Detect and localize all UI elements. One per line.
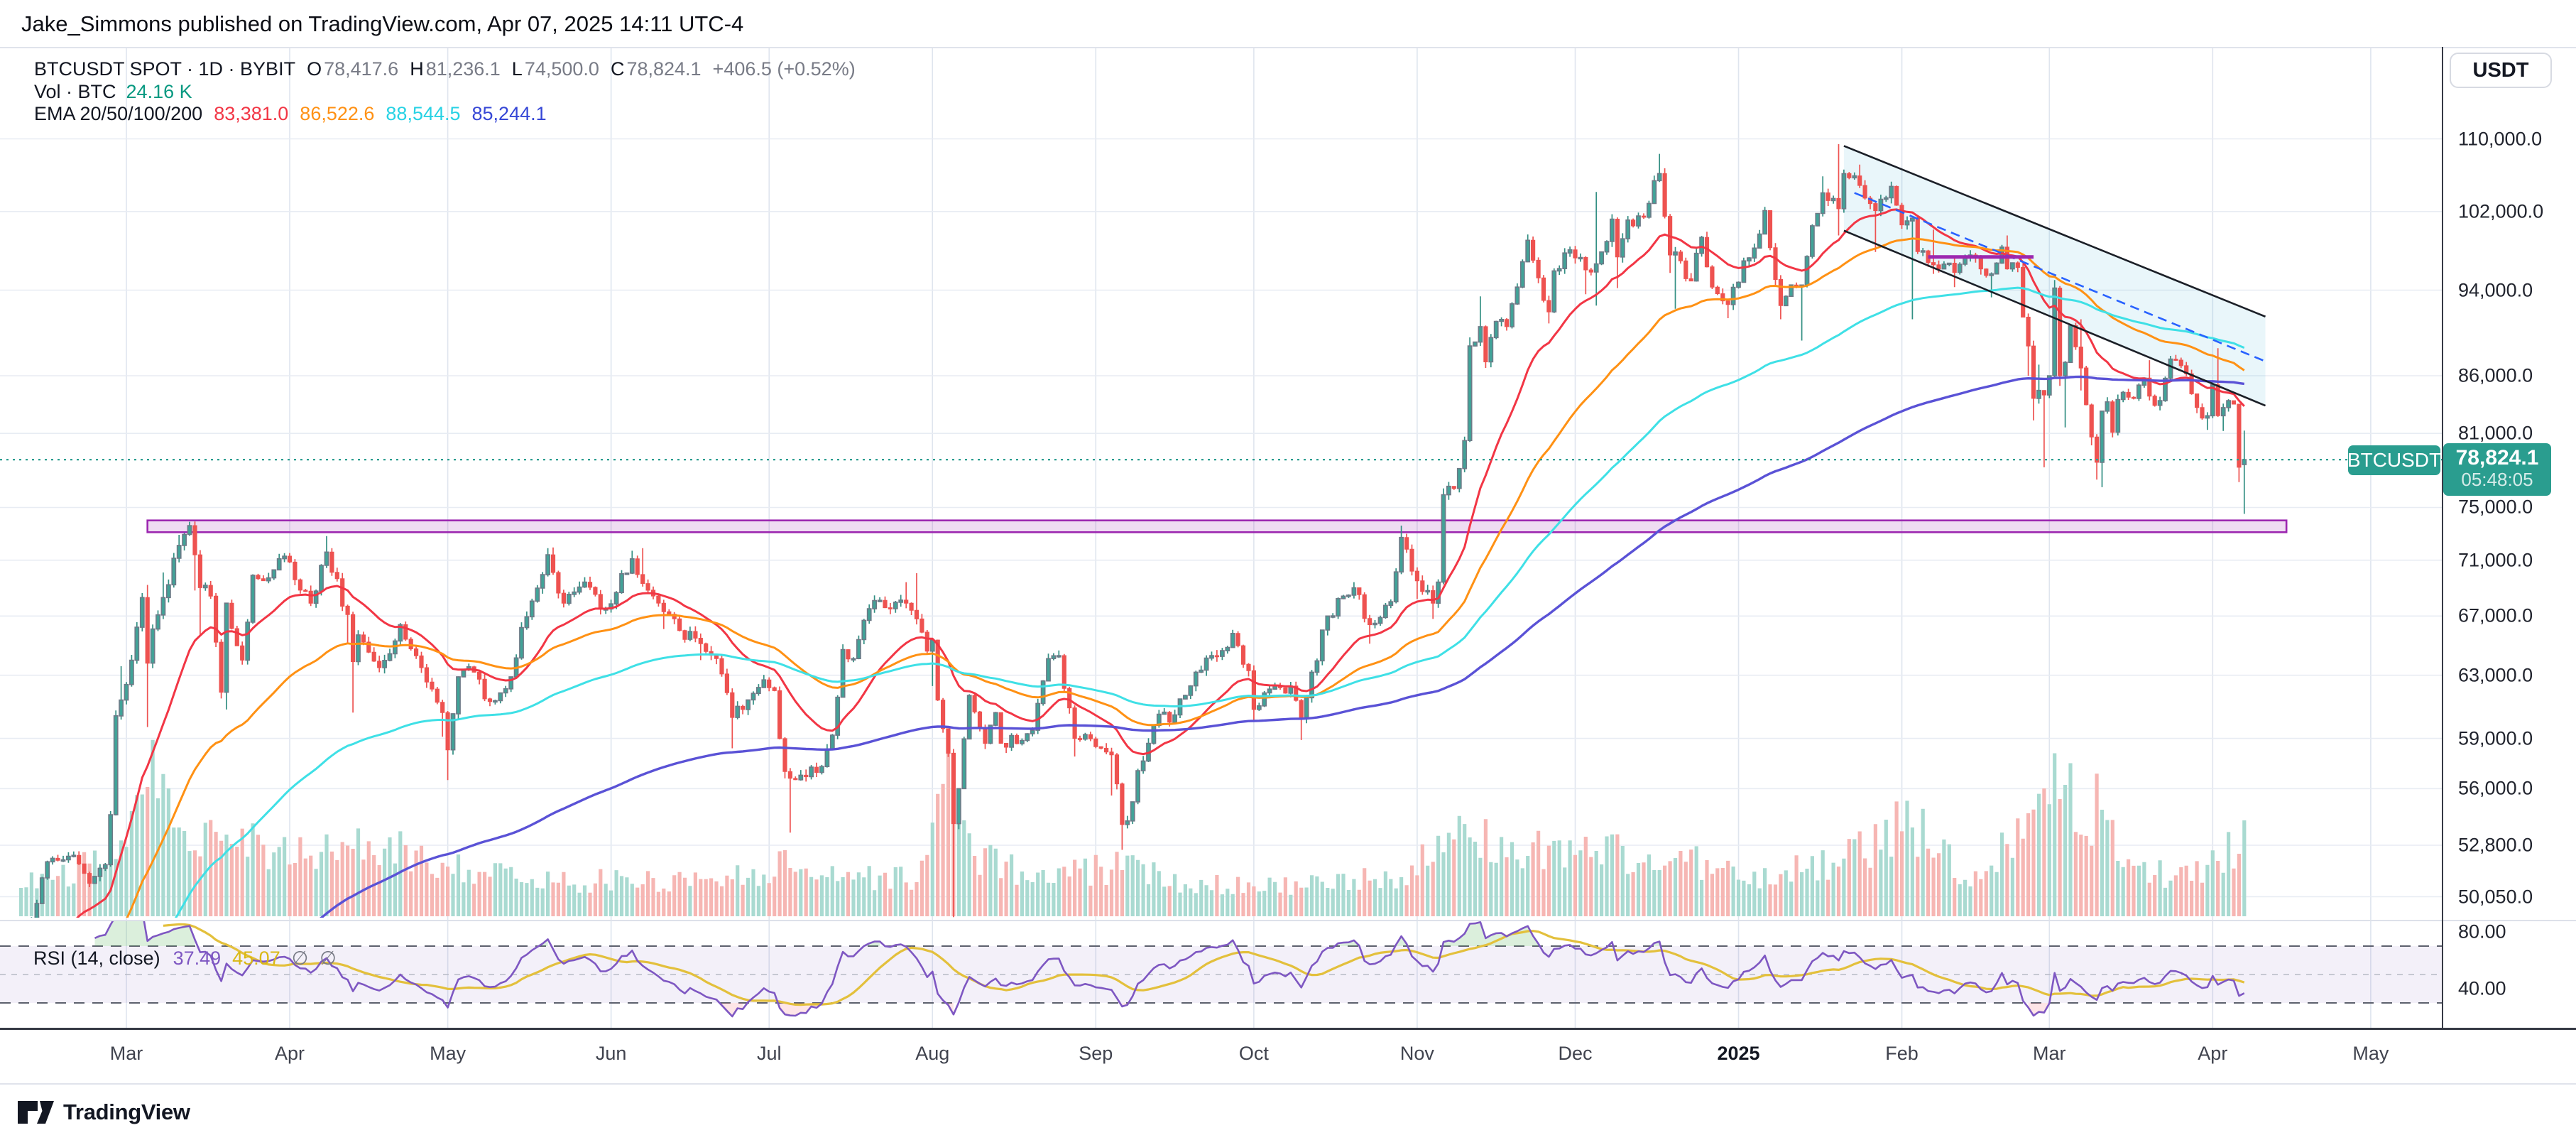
last-price-label: 78,824.1 05:48:05 [2443,443,2551,496]
open-label: O [307,58,322,80]
time-axis-label: Sep [1079,1043,1113,1064]
ema-label: EMA 20/50/100/200 [34,103,203,124]
tradingview-logo-text: TradingView [63,1100,190,1124]
price-tick-label: 56,000.0 [2458,777,2533,799]
rsi-tick-label: 40.00 [2458,977,2506,999]
tradingview-footer[interactable]: TradingView [18,1097,190,1128]
volume-value: 24.16 K [126,81,192,102]
currency-toggle-button[interactable]: USDT [2450,53,2552,88]
close-value: 78,824.1 [626,58,702,80]
time-axis-border [0,1028,2576,1030]
change-value: +406.5 (+0.52%) [712,58,856,80]
ema50-value: 86,522.6 [300,103,375,124]
publisher-line: Jake_Simmons published on TradingView.co… [21,11,744,36]
symbol-price-flag: BTCUSDT [2347,445,2441,475]
high-value: 81,236.1 [425,58,501,80]
legend-ema-row[interactable]: EMA 20/50/100/200 83,381.0 86,522.6 88,544.… [34,103,547,125]
price-tick-label: 67,000.0 [2458,604,2533,626]
time-axis-label: Jun [595,1043,627,1064]
low-value: 74,500.0 [524,58,599,80]
high-label: H [410,58,424,80]
ema20-value: 83,381.0 [214,103,289,124]
time-axis-label: Aug [915,1043,950,1064]
price-tick-label: 63,000.0 [2458,664,2533,686]
legend-symbol-row[interactable]: BTCUSDT SPOT · 1D · BYBIT O 78,417.6 H 81,23… [34,58,856,80]
pane-top-border [0,47,2576,48]
rsi-ma-value: 45.07 [232,948,280,969]
price-tick-label: 102,000.0 [2458,200,2544,222]
price-tick-label: 81,000.0 [2458,422,2533,444]
last-price-value: 78,824.1 [2455,446,2539,469]
rsi-label: RSI (14, close) [33,948,160,969]
price-tick-label: 110,000.0 [2458,128,2543,149]
rsi-legend-row[interactable]: RSI (14, close) 37.49 45.07 ∅ ∅ [33,948,337,970]
price-tick-label: 59,000.0 [2458,727,2533,749]
price-tick-label: 52,800.0 [2458,834,2533,856]
time-axis-label: Apr [2198,1043,2228,1064]
price-tick-label: 75,000.0 [2458,496,2533,518]
rsi-value: 37.49 [173,948,222,969]
close-label: C [610,58,625,80]
time-axis-label: Mar [2033,1043,2066,1064]
time-axis-label: Feb [1885,1043,1919,1064]
time-axis-label: May [430,1043,466,1064]
time-axis-label: Apr [275,1043,305,1064]
price-tick-label: 94,000.0 [2458,279,2533,300]
ema200-value: 85,244.1 [471,103,547,124]
tradingview-logo-icon [18,1101,54,1124]
rsi-empty-icon: ∅ [291,948,309,969]
price-axis-border [2442,47,2443,1030]
rsi-pane-divider[interactable] [0,920,2576,921]
time-axis-label: 2025 [1717,1043,1760,1064]
open-value: 78,417.6 [324,58,399,80]
time-axis[interactable]: Mar Apr May Jun Jul Aug Sep Oct Nov Dec 2025 Feb Mar… [0,1043,2576,1071]
time-axis-label: Oct [1238,1043,1269,1064]
time-axis-label: Nov [1399,1043,1434,1064]
volume-label: Vol · BTC [34,81,116,102]
price-axis[interactable]: USDT 110,000.0 102,000.0 94,000.0 86,000.0 8… [2443,47,2576,1028]
symbol-title: BTCUSDT SPOT · 1D · BYBIT [34,58,296,80]
price-tick-label: 86,000.0 [2458,364,2533,386]
price-tick-label: 50,050.0 [2458,886,2533,908]
low-label: L [511,58,523,80]
time-axis-label: May [2352,1043,2389,1064]
time-axis-label: Mar [109,1043,143,1064]
ema100-value: 88,544.5 [386,103,461,124]
rsi-empty-icon: ∅ [320,948,337,969]
time-axis-label: Jul [756,1043,782,1064]
legend-volume-row[interactable]: Vol · BTC 24.16 K [34,81,192,103]
bar-countdown: 05:48:05 [2461,469,2533,490]
rsi-tick-label: 80.00 [2458,921,2506,943]
chart-bottom-border [0,1083,2576,1085]
price-tick-label: 71,000.0 [2458,549,2533,571]
time-axis-label: Dec [1558,1043,1593,1064]
